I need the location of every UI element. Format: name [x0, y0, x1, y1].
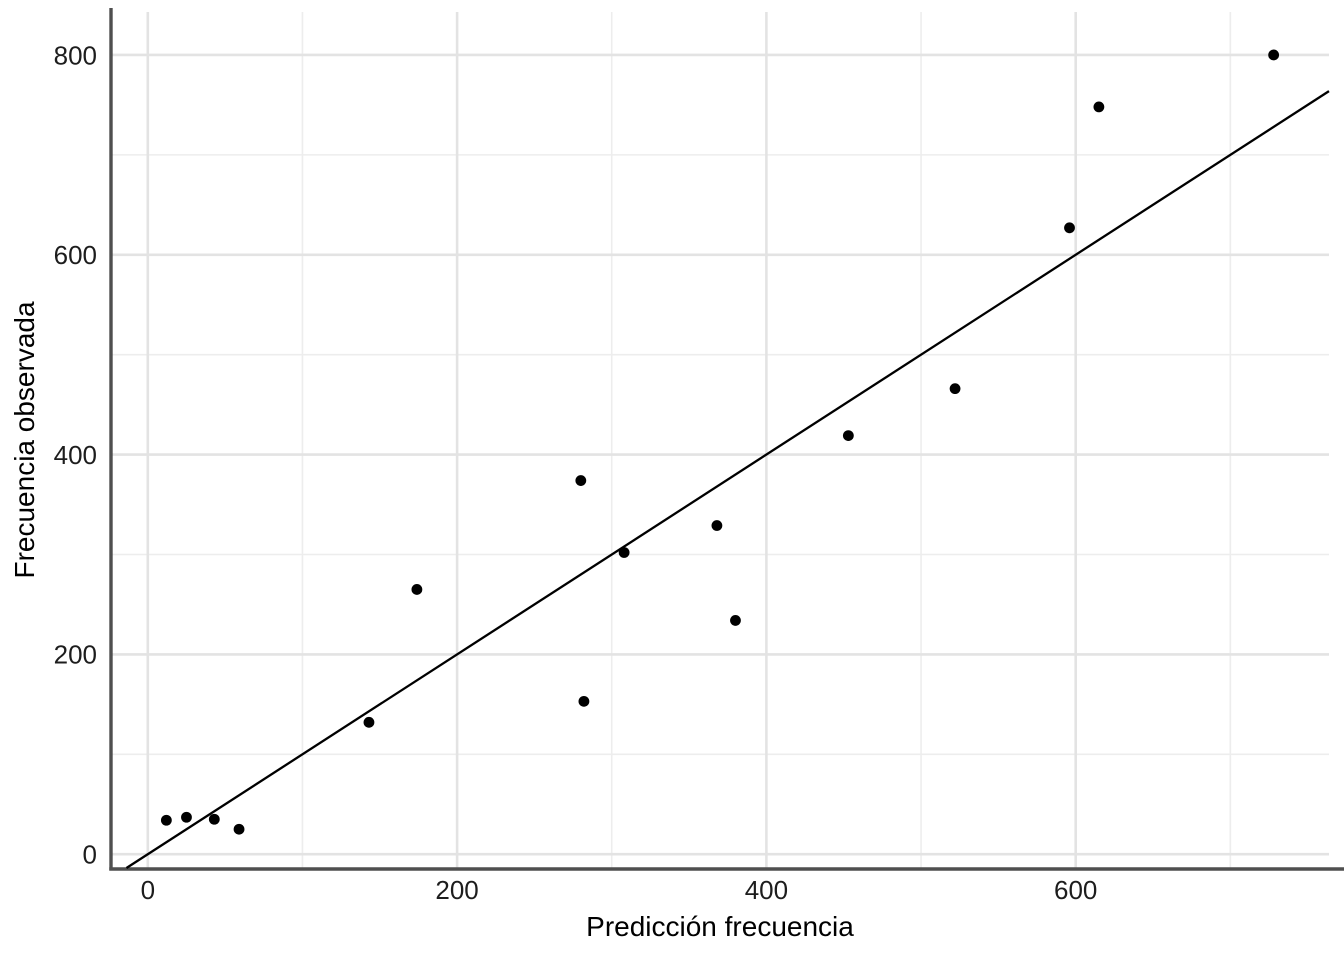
- major-gridlines: [111, 12, 1329, 868]
- data-point: [618, 547, 630, 558]
- data-point: [578, 695, 590, 707]
- data-point: [1093, 101, 1105, 113]
- y-tick-label-0: 0: [83, 840, 97, 870]
- minor-gridlines: [111, 12, 1329, 868]
- y-tick-label-600: 600: [54, 240, 97, 270]
- data-point: [949, 383, 961, 395]
- y-tick-labels: 0 200 400 600 800: [54, 40, 97, 869]
- data-point: [411, 584, 423, 595]
- x-tick-label-600: 600: [1054, 875, 1097, 905]
- x-axis-title: Predicción frecuencia: [586, 911, 854, 942]
- data-point: [363, 716, 375, 728]
- data-point: [730, 615, 741, 626]
- x-tick-label-0: 0: [141, 875, 155, 905]
- x-tick-label-200: 200: [435, 875, 478, 905]
- identity-line: [125, 90, 1330, 869]
- y-tick-label-400: 400: [54, 440, 97, 470]
- x-tick-labels: 0 200 400 600: [141, 875, 1098, 905]
- data-point: [711, 520, 723, 531]
- data-point: [181, 811, 192, 823]
- axis-lines: [109, 8, 1344, 871]
- x-tick-label-400: 400: [745, 875, 788, 905]
- data-point: [842, 430, 854, 442]
- data-point: [208, 813, 220, 825]
- data-point: [1064, 222, 1075, 234]
- data-point: [575, 475, 587, 486]
- y-axis-title: Frecuencia observada: [9, 301, 40, 578]
- y-tick-label-800: 800: [54, 40, 97, 70]
- data-points: [160, 49, 1280, 835]
- y-tick-label-200: 200: [54, 640, 97, 670]
- data-point: [1268, 49, 1280, 61]
- data-point: [233, 823, 245, 835]
- data-point: [160, 814, 172, 826]
